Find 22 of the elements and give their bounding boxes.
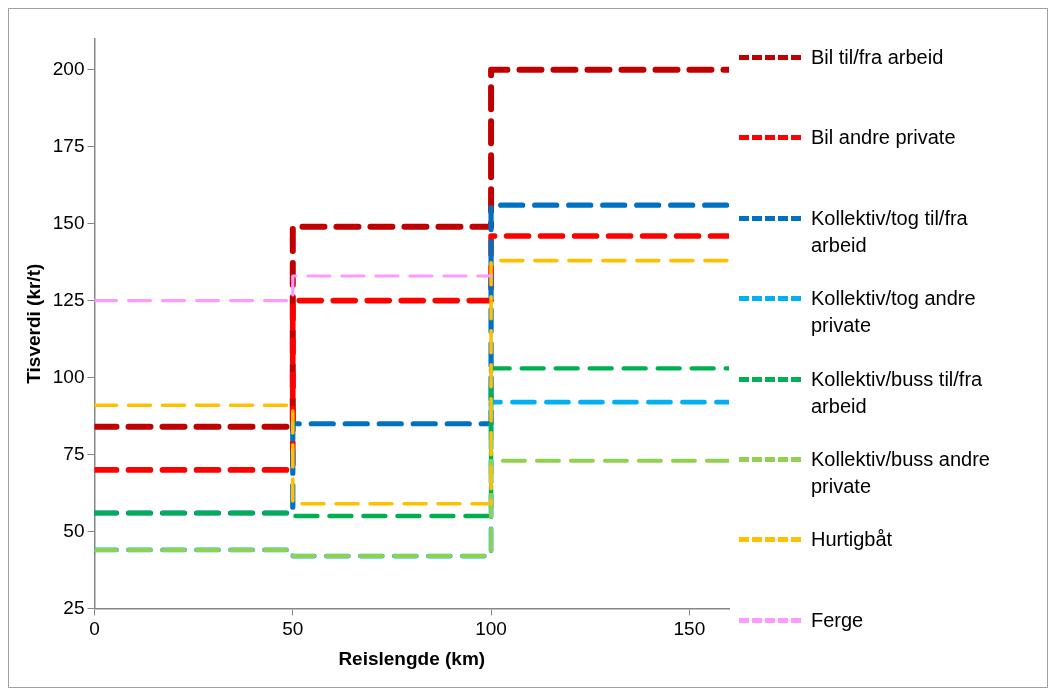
- legend-label: Bil andre private: [811, 125, 957, 151]
- y-tick-label: 100: [52, 365, 85, 387]
- legend-label: Kollektiv/buss andre private: [811, 446, 991, 499]
- y-tick-label: 125: [52, 288, 85, 310]
- y-axis-title: Tisverdi (kr/t): [22, 263, 44, 384]
- legend-label: Bil til/fra arbeid: [811, 45, 945, 70]
- legend-label: Kollektiv/buss til/fra arbeid: [811, 366, 984, 419]
- x-axis-title: Reislengde (km): [338, 647, 486, 669]
- legend-label: Kollektiv/tog til/fra arbeid: [811, 205, 969, 258]
- x-tick-label: 0: [89, 618, 100, 640]
- x-tick-label: 150: [673, 618, 706, 640]
- x-tick-label: 50: [282, 618, 304, 640]
- y-tick-label: 175: [52, 134, 85, 156]
- x-tick-label: 100: [475, 618, 507, 640]
- y-tick-label: 25: [63, 596, 85, 618]
- y-tick-label: 50: [63, 519, 85, 541]
- y-tick-label: 150: [52, 211, 85, 233]
- y-tick-label: 75: [63, 442, 85, 464]
- legend-label: Hurtigbåt: [811, 527, 894, 553]
- legend-label: Ferge: [811, 607, 865, 633]
- y-tick-label: 200: [52, 58, 85, 80]
- legend-label: Kollektiv/tog andre private: [811, 286, 977, 339]
